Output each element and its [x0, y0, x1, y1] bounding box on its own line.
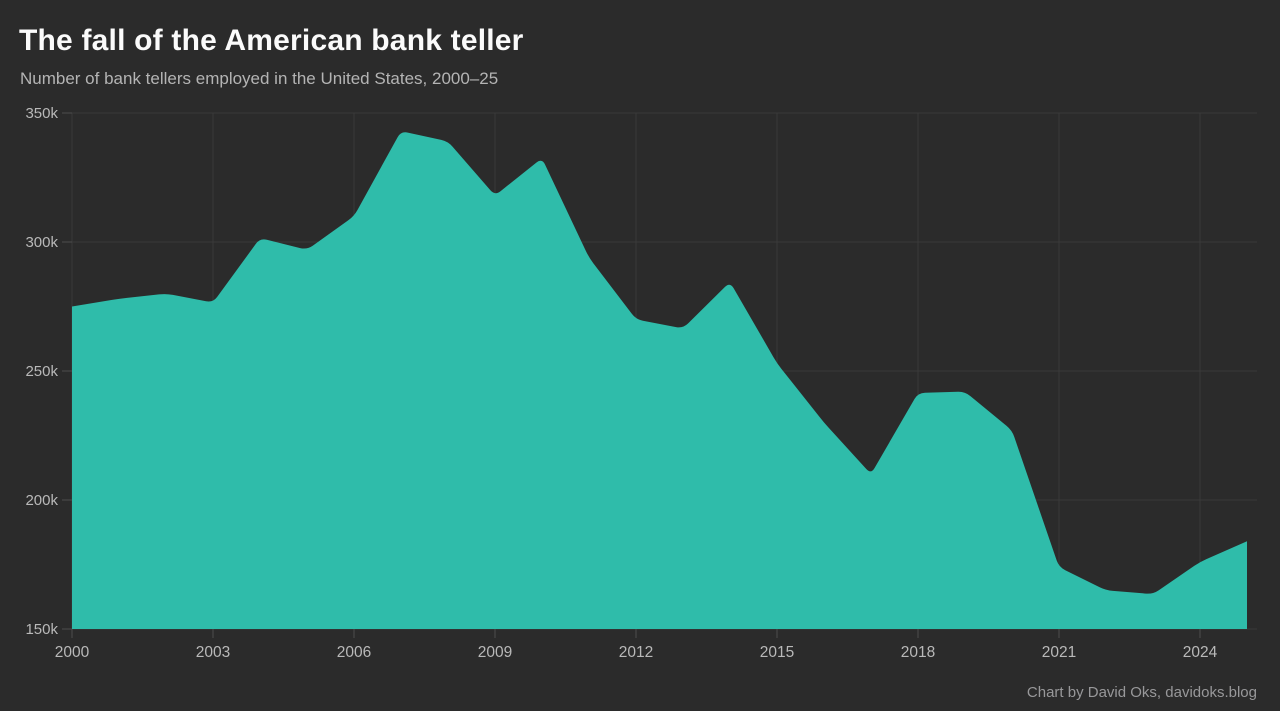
y-tick-label-250k: 250k — [25, 363, 58, 380]
chart-subtitle: Number of bank tellers employed in the U… — [20, 68, 499, 88]
x-tick-label-2018: 2018 — [901, 644, 935, 661]
x-tick-label-2012: 2012 — [619, 644, 653, 661]
x-tick-label-2015: 2015 — [760, 644, 794, 661]
x-tick-label-2009: 2009 — [478, 644, 512, 661]
x-tick-label-2024: 2024 — [1183, 644, 1218, 661]
chart-header: The fall of the American bank teller Num… — [19, 24, 524, 89]
x-tick-label-2000: 2000 — [55, 644, 90, 661]
chart-attribution: Chart by David Oks, davidoks.blog — [1026, 684, 1257, 701]
x-tick-label-2003: 2003 — [196, 644, 230, 661]
y-tick-label-200k: 200k — [25, 492, 58, 509]
x-tick-label-2021: 2021 — [1042, 644, 1076, 661]
y-tick-label-350k: 350k — [25, 105, 58, 122]
chart-title: The fall of the American bank teller — [19, 24, 524, 57]
x-tick-label-2006: 2006 — [337, 644, 371, 661]
y-tick-label-150k: 150k — [25, 621, 58, 638]
employment-area-series — [72, 132, 1247, 629]
y-tick-label-300k: 300k — [25, 234, 58, 251]
